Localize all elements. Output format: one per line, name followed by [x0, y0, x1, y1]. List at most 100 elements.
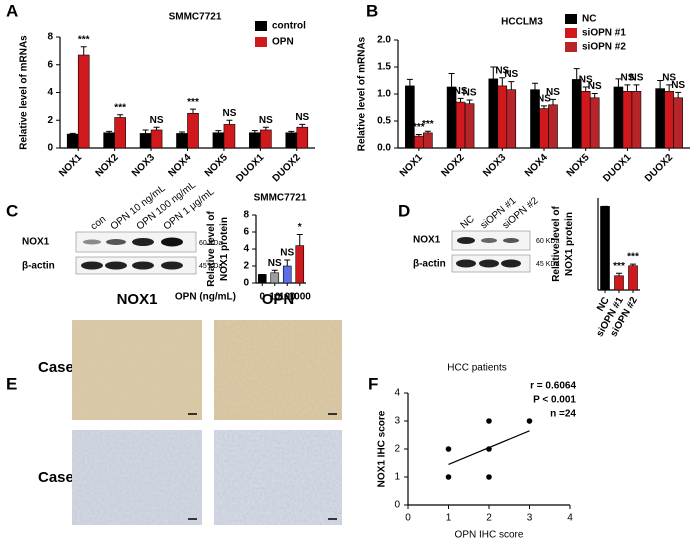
- error-bar: [153, 126, 160, 130]
- y-tick-label: 2: [47, 115, 53, 126]
- x-tick-label: 10: [269, 292, 281, 303]
- y-axis-label: Relative level of mRNAs: [357, 36, 368, 151]
- error-bar: [406, 78, 413, 86]
- significance: *: [298, 222, 302, 233]
- bar: [295, 245, 305, 284]
- error-bar: [415, 134, 422, 137]
- y-tick-label: 6: [243, 227, 249, 238]
- error-bar: [226, 119, 233, 125]
- point: [486, 418, 492, 424]
- error-bar: [633, 84, 640, 92]
- bar: [187, 113, 199, 149]
- legend-swatch: [255, 37, 267, 47]
- error-bar: [666, 84, 673, 92]
- y-tick-label: 2: [243, 261, 249, 272]
- significance: NS: [268, 258, 282, 269]
- x-tick-label: DUOX2: [643, 152, 675, 184]
- panel-letter: F: [368, 374, 378, 393]
- y-tick-label: 1.0: [377, 89, 391, 100]
- y-tick-label: 8: [243, 210, 249, 221]
- point: [526, 418, 533, 424]
- legend-swatch: [255, 21, 267, 31]
- bar: [257, 274, 267, 284]
- legend-label: NC: [582, 14, 596, 25]
- y-tick-label: 0.5: [377, 116, 391, 127]
- stat-label: P < 0.001: [533, 395, 576, 406]
- significance: NS: [629, 72, 643, 83]
- x-tick-label: NOX1: [57, 152, 84, 179]
- significance: ***: [114, 102, 126, 113]
- x-tick-label: 2: [486, 513, 492, 524]
- blot-c: NOX1 β-actin 60 KDa 45 KDa con OPN 10 ng…: [22, 179, 222, 275]
- significance: NS: [150, 115, 164, 126]
- x-tick-label: 4: [567, 513, 573, 524]
- ihc-texture: [214, 320, 342, 420]
- bar: [423, 132, 433, 149]
- y-tick-label: 4: [47, 87, 53, 98]
- blot-row-label: NOX1: [22, 237, 50, 248]
- bar: [150, 129, 163, 149]
- bar: [506, 89, 517, 149]
- error-bar: [299, 123, 306, 128]
- blot-row-label: β-actin: [22, 261, 55, 272]
- ihc-texture: [72, 320, 202, 420]
- bar: [270, 272, 280, 284]
- blot-lane: con: [89, 214, 108, 233]
- error-bar: [675, 91, 682, 98]
- significance: NS: [454, 86, 468, 97]
- significance: NS: [295, 112, 309, 123]
- error-bar: [424, 130, 431, 133]
- error-bar: [448, 72, 455, 87]
- error-bar: [508, 81, 515, 90]
- bar: [77, 54, 90, 149]
- significance: NS: [588, 81, 602, 92]
- error-bar: [466, 99, 473, 104]
- bar: [497, 85, 508, 149]
- y-tick-label: 0.0: [377, 143, 391, 154]
- bar: [66, 133, 79, 149]
- significance: NS: [537, 94, 551, 105]
- error-bar: [550, 98, 556, 105]
- ihc-panel: NOX1 OPN Case1 Case2: [38, 291, 342, 525]
- bar: [613, 86, 624, 149]
- bar: [260, 129, 272, 149]
- x-tick-label: 0: [405, 513, 411, 524]
- blot-size: 60 KDa: [536, 238, 559, 245]
- y-tick-label: 8: [47, 32, 53, 43]
- significance: ***: [627, 252, 639, 263]
- bar: [405, 85, 415, 149]
- x-tick-label: NOX2: [440, 152, 467, 179]
- error-bar: [630, 263, 636, 266]
- significance: NS: [495, 65, 509, 76]
- bar: [673, 97, 683, 149]
- error-bar: [499, 77, 506, 86]
- bar: [455, 101, 466, 149]
- bar: [614, 275, 624, 291]
- error-bar: [615, 78, 622, 87]
- bar: [631, 91, 642, 149]
- bar: [664, 91, 674, 149]
- x-axis-label: OPN IHC score: [455, 530, 524, 541]
- error-bar: [657, 80, 664, 89]
- x-tick-label: NOX1: [398, 152, 425, 179]
- error-bar: [190, 108, 196, 114]
- error-bar: [117, 114, 124, 118]
- x-tick-label: 1000: [289, 292, 312, 303]
- significance: NS: [504, 69, 518, 80]
- panel-letter: A: [6, 1, 18, 20]
- error-bar: [616, 272, 622, 276]
- point: [445, 446, 452, 452]
- ihc-row: Case2: [38, 469, 82, 486]
- error-bar: [541, 105, 547, 109]
- y-axis-label: NOX1 protein: [219, 217, 230, 281]
- chart-title: HCCLM3: [501, 17, 543, 28]
- chart-title: SMMC7721: [254, 193, 307, 204]
- x-tick-label: 1: [446, 513, 452, 524]
- bar: [285, 132, 298, 149]
- error-bar: [296, 234, 303, 246]
- error-bar: [624, 84, 631, 92]
- legend-label: OPN: [272, 37, 294, 48]
- x-tick-label: NOX2: [94, 152, 121, 179]
- significance: NS: [259, 115, 273, 126]
